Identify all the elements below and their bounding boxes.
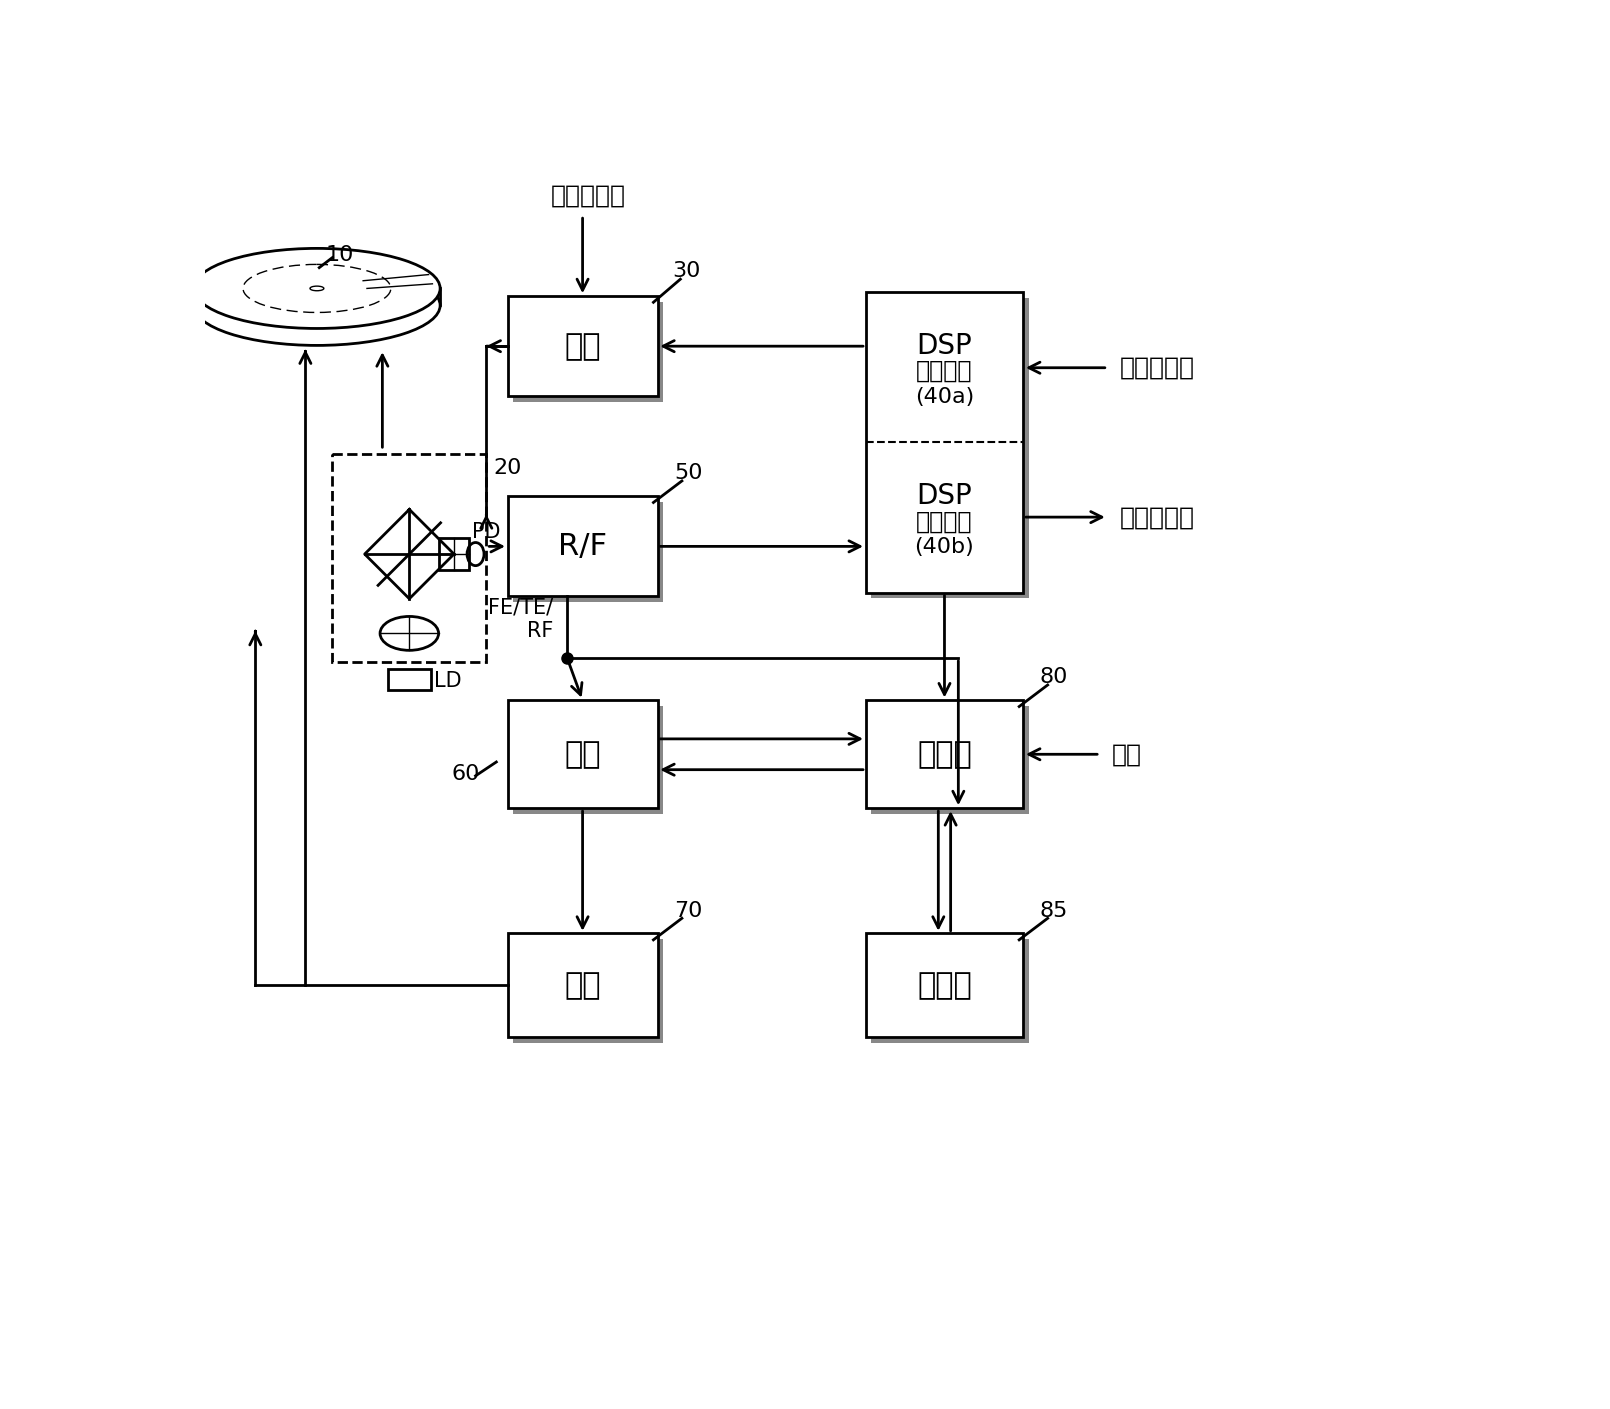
- Bar: [388, 669, 430, 690]
- Ellipse shape: [311, 286, 324, 290]
- Text: PD: PD: [472, 521, 501, 541]
- Text: 命令: 命令: [1111, 743, 1141, 766]
- Text: 80: 80: [1040, 668, 1067, 688]
- Text: 20: 20: [494, 458, 522, 478]
- Text: 50: 50: [675, 464, 702, 483]
- Text: 30: 30: [673, 262, 700, 282]
- Text: R/F: R/F: [559, 531, 607, 561]
- Text: DSP: DSP: [916, 482, 972, 510]
- Text: 控制器: 控制器: [918, 740, 972, 769]
- Bar: [440, 538, 469, 571]
- Text: 10: 10: [325, 245, 354, 265]
- Bar: [866, 700, 1024, 809]
- Text: DSP: DSP: [916, 331, 972, 359]
- Bar: [871, 938, 1029, 1043]
- Text: 70: 70: [675, 900, 702, 920]
- Text: 来自控制器: 来自控制器: [551, 185, 626, 209]
- Text: （记录）: （记录）: [916, 359, 972, 383]
- Text: 输入的数据: 输入的数据: [1119, 355, 1195, 380]
- Bar: [871, 297, 1029, 597]
- Bar: [507, 933, 657, 1037]
- Text: FE/TE/
RF: FE/TE/ RF: [488, 597, 554, 641]
- Text: 伺服: 伺服: [565, 740, 601, 769]
- Text: 60: 60: [451, 764, 480, 783]
- Bar: [332, 454, 486, 662]
- Bar: [514, 938, 663, 1043]
- Bar: [514, 502, 663, 602]
- Bar: [866, 933, 1024, 1037]
- Bar: [507, 296, 657, 396]
- Text: (40a): (40a): [914, 386, 974, 407]
- Text: (40b): (40b): [914, 537, 974, 557]
- Bar: [514, 706, 663, 813]
- Text: 再现的数据: 再现的数据: [1119, 504, 1195, 530]
- Bar: [507, 700, 657, 809]
- Text: （再现）: （再现）: [916, 510, 972, 534]
- Text: 存储器: 存储器: [918, 971, 972, 1000]
- Text: 光驱: 光驱: [565, 331, 601, 361]
- Text: 驱动: 驱动: [565, 971, 601, 1000]
- Bar: [507, 496, 657, 596]
- Text: LD: LD: [433, 671, 460, 692]
- Text: 85: 85: [1040, 900, 1067, 920]
- Bar: [514, 302, 663, 402]
- Bar: [871, 706, 1029, 813]
- Ellipse shape: [193, 248, 440, 328]
- Bar: [866, 292, 1024, 593]
